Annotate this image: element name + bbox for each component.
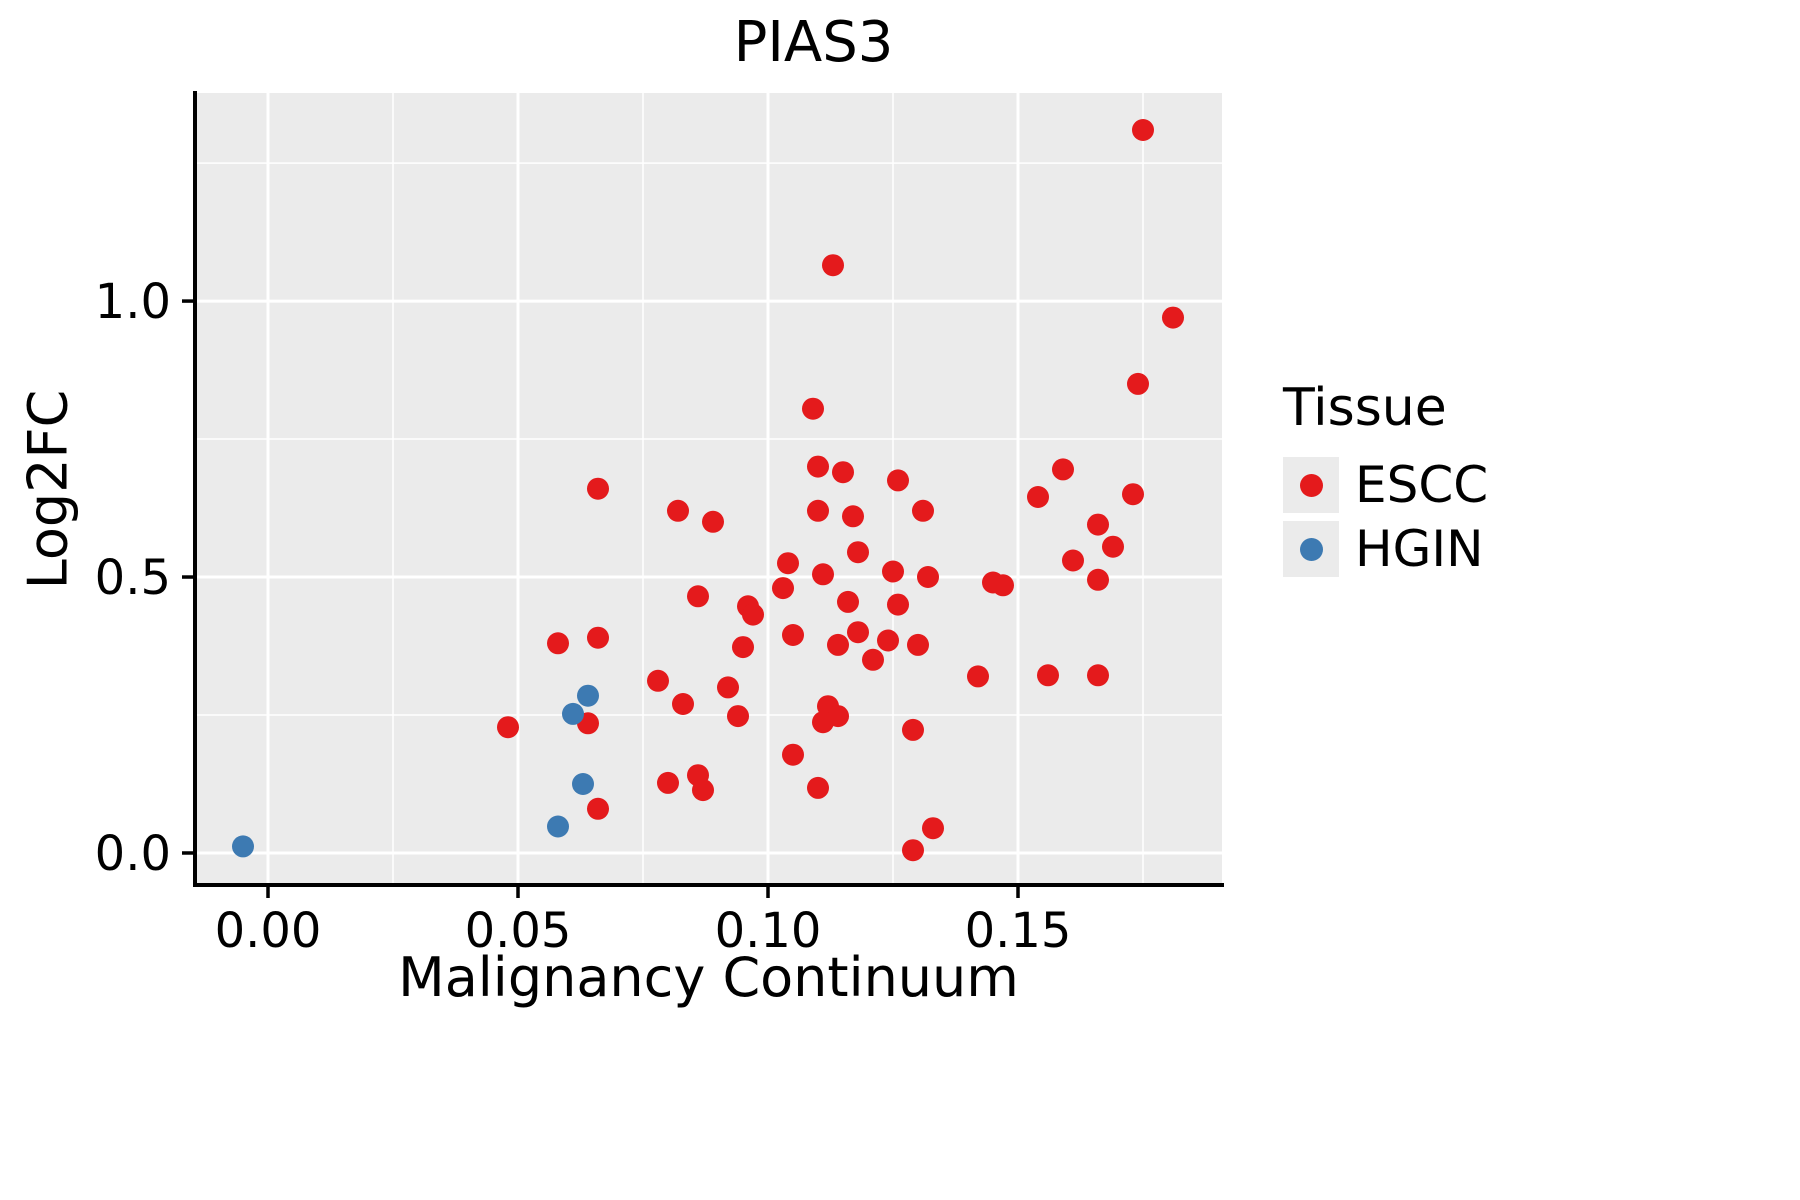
point-escc bbox=[657, 771, 679, 794]
point-escc bbox=[717, 676, 739, 699]
legend-item-hgin: HGIN bbox=[1283, 520, 1488, 578]
point-hgin bbox=[562, 702, 584, 725]
chart-title: PIAS3 bbox=[733, 10, 894, 75]
x-tick-label: 0.10 bbox=[715, 903, 822, 959]
point-hgin bbox=[547, 815, 569, 838]
point-escc bbox=[902, 718, 924, 741]
point-escc bbox=[1127, 372, 1149, 395]
legend-item-escc: ESCC bbox=[1283, 456, 1488, 514]
point-escc bbox=[702, 510, 724, 533]
point-escc bbox=[862, 648, 884, 671]
point-escc bbox=[907, 633, 929, 656]
point-escc bbox=[647, 669, 669, 692]
point-escc bbox=[1087, 568, 1109, 591]
y-tick-label: 0.5 bbox=[95, 550, 171, 606]
point-escc bbox=[847, 621, 869, 644]
x-tick-label: 0.00 bbox=[215, 903, 322, 959]
point-escc bbox=[497, 716, 519, 739]
point-escc bbox=[692, 779, 714, 802]
point-escc bbox=[842, 505, 864, 528]
point-escc bbox=[1122, 483, 1144, 506]
legend: Tissue ESCC HGIN bbox=[1283, 378, 1488, 584]
point-escc bbox=[1132, 119, 1154, 141]
point-escc bbox=[877, 629, 899, 652]
point-escc bbox=[837, 590, 859, 613]
point-escc bbox=[772, 577, 794, 600]
point-escc bbox=[967, 665, 989, 688]
legend-key-escc bbox=[1283, 457, 1339, 513]
point-escc bbox=[887, 469, 909, 492]
point-escc bbox=[807, 455, 829, 478]
point-escc bbox=[827, 633, 849, 656]
x-tick-label: 0.05 bbox=[465, 903, 572, 959]
point-escc bbox=[812, 711, 834, 734]
y-tick-label: 1.0 bbox=[95, 274, 171, 330]
point-escc bbox=[1087, 513, 1109, 536]
point-hgin bbox=[232, 835, 254, 858]
point-escc bbox=[782, 743, 804, 766]
point-escc bbox=[742, 603, 764, 626]
y-axis-title: Log2FC bbox=[16, 389, 80, 590]
point-hgin bbox=[577, 684, 599, 707]
point-escc bbox=[667, 499, 689, 522]
point-escc bbox=[782, 624, 804, 646]
point-escc bbox=[1062, 549, 1084, 572]
point-escc bbox=[1087, 664, 1109, 687]
point-escc bbox=[1102, 535, 1124, 558]
hgin-point-icon bbox=[1299, 537, 1323, 561]
point-escc bbox=[1162, 306, 1184, 329]
point-escc bbox=[812, 563, 834, 586]
point-escc bbox=[587, 477, 609, 500]
legend-label-hgin: HGIN bbox=[1355, 520, 1484, 578]
point-escc bbox=[732, 636, 754, 659]
point-escc bbox=[882, 560, 904, 583]
point-escc bbox=[902, 839, 924, 862]
legend-key-hgin bbox=[1283, 521, 1339, 577]
y-tick-label: 0.0 bbox=[95, 826, 171, 882]
point-hgin bbox=[572, 773, 594, 795]
point-escc bbox=[847, 541, 869, 564]
point-escc bbox=[687, 585, 709, 608]
point-escc bbox=[1037, 664, 1059, 687]
point-escc bbox=[912, 499, 934, 522]
point-escc bbox=[807, 499, 829, 522]
point-escc bbox=[992, 574, 1014, 597]
point-escc bbox=[777, 552, 799, 575]
point-escc bbox=[917, 566, 939, 588]
x-axis-title: Malignancy Continuum bbox=[398, 946, 1019, 1009]
point-escc bbox=[672, 693, 694, 715]
point-escc bbox=[822, 254, 844, 277]
point-escc bbox=[802, 397, 824, 420]
point-escc bbox=[547, 632, 569, 655]
point-escc bbox=[587, 797, 609, 820]
point-escc bbox=[887, 593, 909, 616]
legend-title: Tissue bbox=[1283, 378, 1447, 438]
point-escc bbox=[807, 776, 829, 799]
point-escc bbox=[1027, 486, 1049, 508]
plot-panel bbox=[195, 93, 1222, 885]
point-escc bbox=[587, 626, 609, 649]
point-escc bbox=[727, 705, 749, 728]
point-escc bbox=[1052, 458, 1074, 481]
point-escc bbox=[922, 817, 944, 840]
escc-point-icon bbox=[1299, 473, 1323, 497]
point-escc bbox=[832, 461, 854, 484]
legend-label-escc: ESCC bbox=[1355, 456, 1489, 514]
x-tick-label: 0.15 bbox=[965, 903, 1072, 959]
